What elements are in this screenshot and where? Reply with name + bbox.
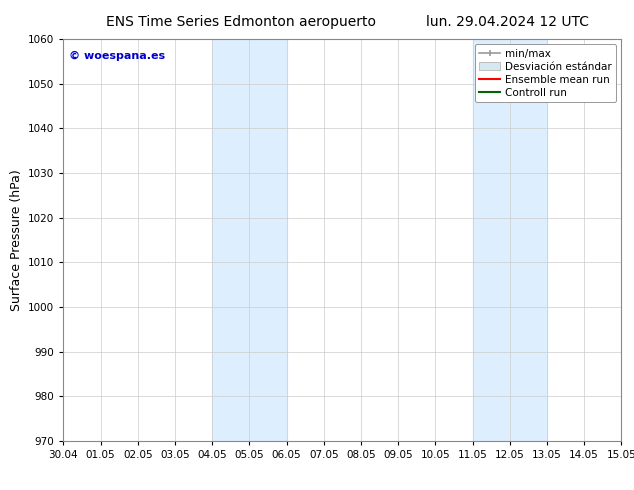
Y-axis label: Surface Pressure (hPa): Surface Pressure (hPa) xyxy=(10,169,23,311)
Text: © woespana.es: © woespana.es xyxy=(69,51,165,61)
Legend: min/max, Desviación estándar, Ensemble mean run, Controll run: min/max, Desviación estándar, Ensemble m… xyxy=(475,45,616,102)
Text: lun. 29.04.2024 12 UTC: lun. 29.04.2024 12 UTC xyxy=(425,15,589,29)
Bar xyxy=(472,39,547,441)
Text: ENS Time Series Edmonton aeropuerto: ENS Time Series Edmonton aeropuerto xyxy=(106,15,376,29)
Bar xyxy=(212,39,287,441)
